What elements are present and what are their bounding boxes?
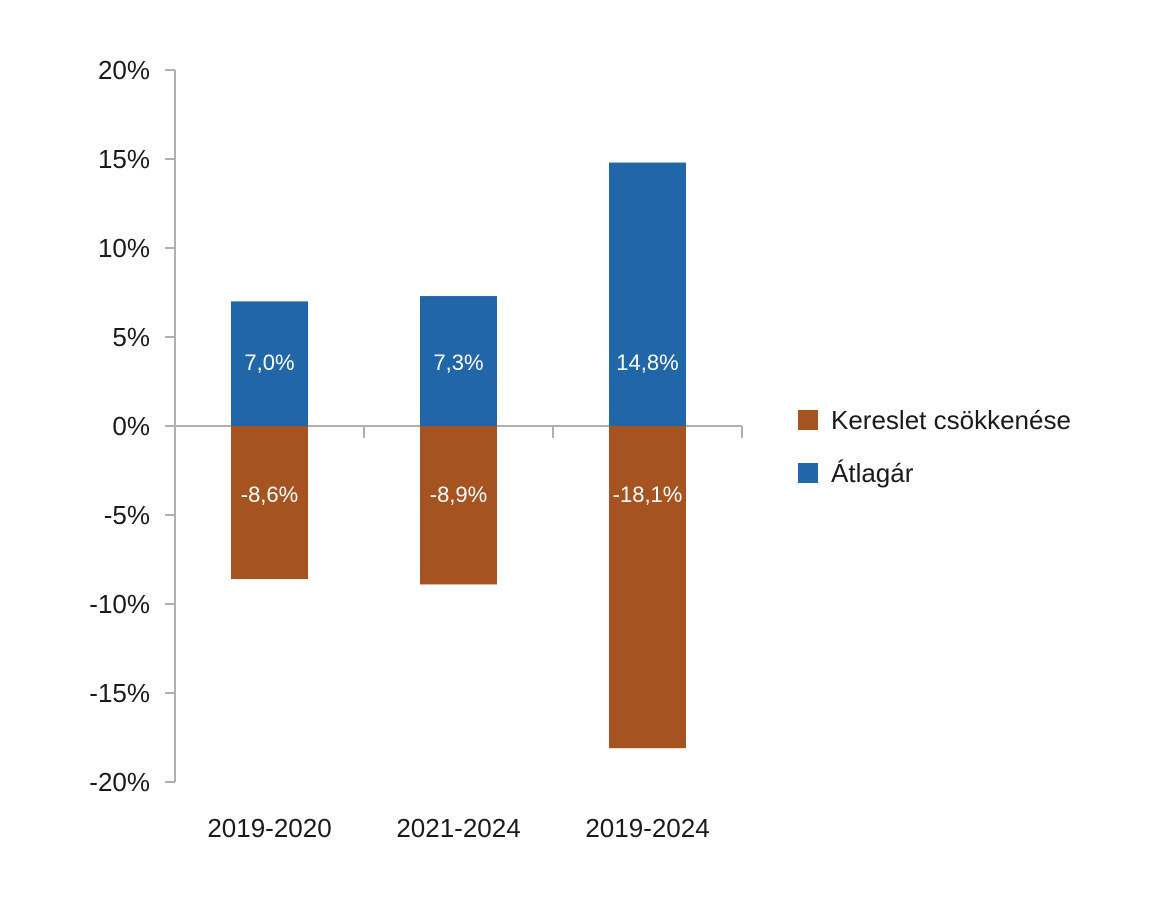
legend-item: Kereslet csökkenése	[798, 405, 1071, 435]
legend-label: Kereslet csökkenése	[831, 405, 1071, 435]
bar-positive	[231, 301, 308, 426]
y-tick-label: 10%	[98, 233, 150, 263]
y-tick-label: -15%	[89, 678, 150, 708]
legend: Kereslet csökkenése Átlagár	[798, 405, 1071, 488]
y-axis: 20% 15% 10% 5% 0% -5% -10% -15% -20%	[89, 55, 176, 797]
y-tick-label: 5%	[112, 322, 150, 352]
bar-value-label: -18,1%	[613, 482, 683, 507]
bar-negative	[609, 426, 686, 749]
legend-item: Átlagár	[798, 458, 914, 488]
bar-value-label: 7,0%	[244, 350, 294, 375]
bar-negative	[420, 426, 497, 585]
x-category-label: 2019-2024	[585, 813, 709, 843]
y-tick-label: -10%	[89, 589, 150, 619]
bar-positive	[420, 296, 497, 426]
y-tick-label: -20%	[89, 767, 150, 797]
bar-positive	[609, 162, 686, 426]
bar-value-label: 14,8%	[616, 350, 678, 375]
bar-value-label: -8,9%	[430, 482, 487, 507]
y-tick-label: 20%	[98, 55, 150, 85]
y-tick-label: 0%	[112, 411, 150, 441]
bar-value-label: -8,6%	[241, 482, 298, 507]
bar-negative	[231, 426, 308, 580]
y-tick-label: -5%	[104, 500, 150, 530]
y-tick-label: 15%	[98, 144, 150, 174]
data-labels: -8,6% -8,9% -18,1% 7,0% 7,3% 14,8%	[241, 350, 683, 507]
legend-swatch	[798, 463, 818, 483]
legend-label: Átlagár	[831, 458, 914, 488]
x-category-label: 2019-2020	[207, 813, 331, 843]
bars	[231, 162, 686, 749]
bar-value-label: 7,3%	[433, 350, 483, 375]
x-category-label: 2021-2024	[396, 813, 520, 843]
legend-swatch	[798, 410, 818, 430]
